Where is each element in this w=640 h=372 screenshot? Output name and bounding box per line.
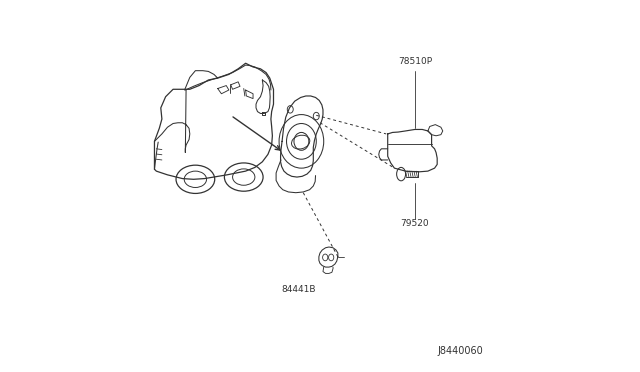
Text: 84441B: 84441B [282, 285, 316, 294]
Text: J8440060: J8440060 [438, 346, 484, 356]
Text: 79520: 79520 [401, 219, 429, 228]
Text: 78510P: 78510P [398, 57, 432, 66]
